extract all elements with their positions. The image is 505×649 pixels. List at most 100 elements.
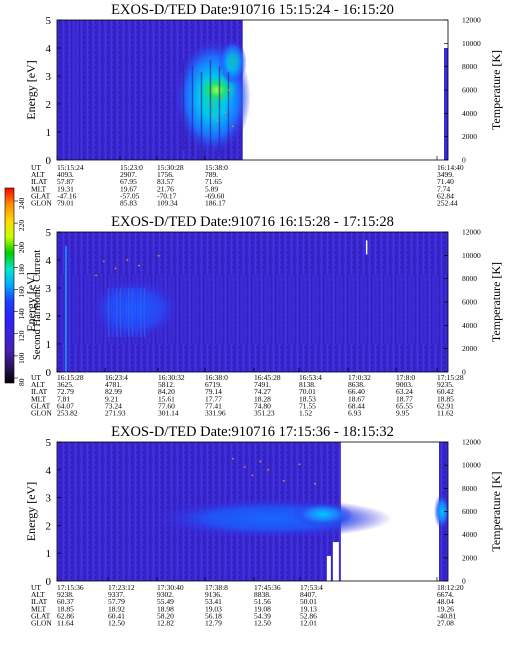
- data-region-end: [444, 48, 448, 160]
- ephemeris-cell: 5812.: [158, 380, 175, 389]
- ephemeris-cell: -47.16: [57, 191, 77, 200]
- spectrogram: [57, 20, 448, 160]
- ephemeris-cell: 72.79: [57, 387, 74, 396]
- panels: EXOS-D/TED Date:910716 15:15:24 - 16:15:…: [24, 2, 503, 628]
- data-streak: [139, 288, 142, 337]
- ephemeris-cell: 65.55: [396, 401, 413, 410]
- y-tick-label: 0: [46, 576, 52, 588]
- scatter-dot: [212, 103, 215, 105]
- ephemeris-cell: 16:38:0: [205, 373, 228, 382]
- ephemeris-row-label: UT: [31, 163, 41, 172]
- ephemeris-cell: 21.76: [157, 184, 174, 193]
- y-axis-label: Energy [eV]: [24, 272, 38, 331]
- ephemeris-cell: 9003.: [396, 380, 413, 389]
- data-streak: [111, 288, 114, 337]
- ephemeris-cell: 4781.: [105, 380, 122, 389]
- panel-1: EXOS-D/TED Date:910716 15:15:24 - 16:15:…: [24, 2, 503, 208]
- ephemeris-row-label: GLON: [31, 409, 52, 418]
- scatter-dot: [298, 463, 301, 466]
- ephemeris-cell: 19.08: [254, 604, 271, 613]
- ephemeris-cell: 17:15:28: [437, 373, 464, 382]
- y2-axis-label: Temperature [K]: [489, 471, 503, 551]
- data-gap-streak: [200, 72, 203, 160]
- ephemeris-cell: 9337.: [108, 590, 125, 599]
- scatter-dot: [314, 482, 316, 485]
- scatter-dot: [212, 114, 215, 117]
- ephemeris-cell: 7491.: [254, 380, 271, 389]
- ephemeris-cell: 16:30:32: [158, 373, 185, 382]
- ephemeris-cell: 11.62: [437, 409, 454, 418]
- ephemeris-cell: 301.14: [158, 409, 179, 418]
- ephemeris-cell: 17:38:8: [205, 583, 228, 592]
- ephemeris-cell: 6674.: [437, 590, 454, 599]
- ephemeris-cell: 9302.: [157, 590, 174, 599]
- ephemeris-cell: 54.39: [254, 611, 271, 620]
- y2-tick-label: 6000: [462, 86, 477, 95]
- ephemeris-cell: 17:53:4: [300, 583, 323, 592]
- ephemeris-row-label: GLAT: [31, 191, 51, 200]
- ephemeris-cell: 17:0:32: [348, 373, 371, 382]
- scatter-dot: [103, 260, 105, 263]
- ephemeris-cell: 83.57: [157, 177, 174, 186]
- ephemeris-cell: 7.81: [57, 394, 70, 403]
- scatter-dot: [251, 474, 254, 477]
- ephemeris-cell: 53.41: [205, 597, 222, 606]
- ephemeris-cell: 84.20: [158, 387, 175, 396]
- data-streak: [127, 288, 130, 337]
- y2-tick-label: 8000: [462, 274, 477, 283]
- ephemeris-cell: 12.50: [108, 619, 125, 628]
- ephemeris-cell: 9.21: [105, 394, 118, 403]
- y-tick-label: 1: [46, 339, 52, 351]
- ephemeris-cell: 6.93: [348, 409, 361, 418]
- ephemeris-cell: 48.04: [437, 597, 454, 606]
- ephemeris-cell: 63.24: [396, 387, 413, 396]
- scatter-dot: [126, 259, 129, 261]
- ephemeris-cell: 18.85: [57, 604, 74, 613]
- data-gap-streak: [218, 66, 221, 156]
- ephemeris-cell: 73.24: [105, 401, 122, 410]
- colorbar-scale: [4, 187, 15, 384]
- ephemeris-cell: 9.95: [396, 409, 409, 418]
- ephemeris-cell: 15:23:0: [120, 163, 143, 172]
- y2-axis-label: Temperature [K]: [489, 262, 503, 342]
- y2-tick-label: 12000: [462, 228, 481, 237]
- y-tick-label: 3: [46, 71, 52, 83]
- ephemeris-cell: 15:30:28: [157, 163, 184, 172]
- colorbar-tick-label: 120: [17, 330, 26, 342]
- ephemeris-cell: 6719.: [205, 380, 222, 389]
- ephemeris-cell: 18.92: [108, 604, 125, 613]
- y-tick-label: 1: [46, 127, 52, 139]
- y2-tick-label: 4000: [462, 109, 477, 118]
- colorbar-tick-label: 220: [17, 220, 26, 232]
- enhancement-peak: [196, 74, 237, 106]
- colorbar-ticks: 240 220 200 180 160 140 120 100 80: [14, 198, 26, 386]
- ephemeris-row-label: GLAT: [31, 611, 51, 620]
- ephemeris-cell: 27.08: [437, 619, 454, 628]
- y2-tick-label: 8000: [462, 62, 477, 71]
- scatter-dot: [114, 267, 117, 270]
- ephemeris-cell: 60.42: [437, 387, 454, 396]
- ephemeris-row-label: GLON: [31, 199, 52, 208]
- ephemeris-cell: 3499.: [437, 170, 454, 179]
- energy-band: [152, 498, 393, 539]
- y-tick-label: 1: [46, 548, 52, 560]
- data-streak: [107, 288, 110, 337]
- ephemeris-cell: 18.53: [299, 394, 316, 403]
- ephemeris-cell: 17:8:0: [396, 373, 415, 382]
- ephemeris-cell: 71.65: [205, 177, 222, 186]
- data-gap-streak: [191, 66, 194, 156]
- data-gap: [332, 542, 339, 581]
- y2-tick-label: 4000: [462, 530, 477, 539]
- ephemeris-cell: 18.98: [157, 604, 174, 613]
- ephemeris-cell: 74.80: [254, 401, 271, 410]
- ephemeris-cell: 186.17: [205, 199, 226, 208]
- y-tick-label: 5: [46, 437, 52, 449]
- y2-tick-label: 2000: [462, 553, 477, 562]
- y-tick-label: 3: [46, 283, 52, 295]
- ephemeris-cell: 66.40: [348, 387, 365, 396]
- colorbar: 240 220 200 180 160 140 120 100 80 Second Harmon…: [4, 187, 43, 386]
- ephemeris-cell: 15:15:24: [57, 163, 84, 172]
- ephemeris-cell: 15:38:0: [205, 163, 228, 172]
- ephemeris-row-label: MLT: [31, 394, 47, 403]
- ephemeris-cell: 64.07: [57, 401, 74, 410]
